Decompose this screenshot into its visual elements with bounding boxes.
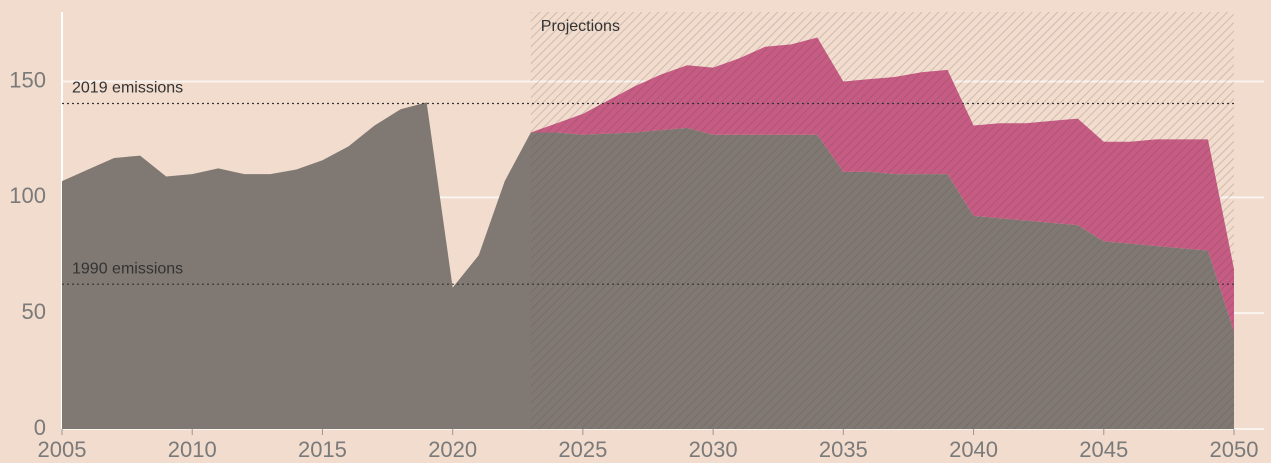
x-tick-label: 2015	[298, 437, 347, 462]
x-tick-label: 2010	[168, 437, 217, 462]
reference-label: 2019 emissions	[72, 80, 183, 97]
projection-label: Projections	[541, 18, 620, 35]
x-tick-label: 2025	[558, 437, 607, 462]
x-tick-label: 2050	[1210, 437, 1259, 462]
reference-label: 1990 emissions	[72, 260, 183, 277]
y-tick-label: 50	[22, 299, 46, 324]
x-tick-label: 2005	[38, 437, 87, 462]
x-tick-label: 2040	[949, 437, 998, 462]
x-tick-label: 2045	[1079, 437, 1128, 462]
x-tick-label: 2020	[428, 437, 477, 462]
y-tick-label: 0	[34, 415, 46, 440]
y-tick-label: 150	[9, 67, 46, 92]
projection-region	[530, 12, 1234, 429]
y-tick-label: 100	[9, 183, 46, 208]
x-tick-label: 2035	[819, 437, 868, 462]
x-tick-label: 2030	[689, 437, 738, 462]
